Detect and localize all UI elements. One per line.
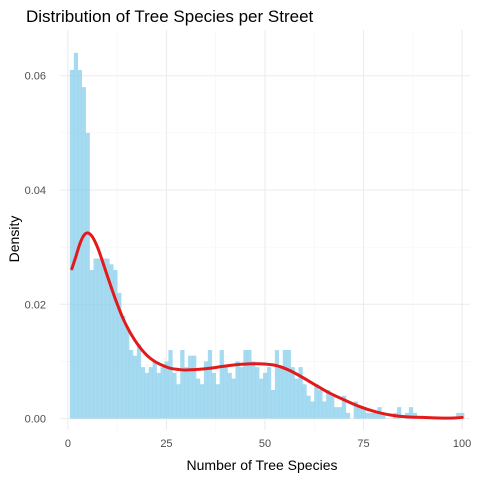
histogram-bar bbox=[267, 367, 271, 418]
histogram-bar bbox=[70, 70, 74, 419]
histogram-bar bbox=[184, 367, 188, 418]
histogram-bar bbox=[133, 356, 137, 419]
histogram-bar bbox=[310, 401, 314, 418]
histogram-bar bbox=[318, 390, 322, 419]
histogram-bar bbox=[228, 373, 232, 419]
y-tick-label: 0.04 bbox=[25, 185, 46, 197]
y-tick-label: 0.06 bbox=[25, 71, 46, 83]
histogram-bar bbox=[121, 316, 125, 419]
histogram-bar bbox=[216, 384, 220, 418]
histogram-bar bbox=[239, 367, 243, 418]
x-axis-title: Number of Tree Species bbox=[187, 457, 338, 473]
histogram-bar bbox=[358, 407, 362, 418]
histogram-bar bbox=[259, 379, 263, 419]
histogram-bar bbox=[153, 361, 157, 418]
histogram-bar bbox=[94, 259, 98, 419]
y-tick-label: 0.00 bbox=[25, 414, 46, 426]
histogram-bar bbox=[338, 407, 342, 418]
histogram-bar bbox=[164, 361, 168, 418]
x-tick-label: 50 bbox=[259, 438, 271, 450]
histogram-bar bbox=[172, 373, 176, 419]
histogram-bar bbox=[302, 384, 306, 418]
histogram-bar bbox=[176, 384, 180, 418]
x-tick-label: 75 bbox=[357, 438, 369, 450]
histogram-bar bbox=[247, 350, 251, 419]
chart-title: Distribution of Tree Species per Street bbox=[26, 7, 314, 26]
histogram-bar bbox=[220, 350, 224, 419]
histogram-bar bbox=[196, 379, 200, 419]
histogram-bar bbox=[180, 350, 184, 419]
histogram-bar bbox=[306, 396, 310, 419]
histogram-bar bbox=[192, 356, 196, 419]
histogram-bar bbox=[275, 350, 279, 419]
histogram-bar bbox=[200, 384, 204, 418]
histogram-bar bbox=[314, 384, 318, 418]
histogram-bar bbox=[334, 407, 338, 418]
histogram-bar bbox=[322, 401, 326, 418]
x-tick-label: 25 bbox=[160, 438, 172, 450]
histogram-bar bbox=[101, 259, 105, 419]
histogram-bar bbox=[283, 350, 287, 419]
histogram-bar bbox=[168, 350, 172, 419]
histogram-bar bbox=[366, 413, 370, 419]
histogram-bar bbox=[188, 356, 192, 419]
histogram-bar bbox=[137, 344, 141, 418]
histogram-bar bbox=[141, 367, 145, 418]
histogram-bar bbox=[346, 413, 350, 419]
y-tick-label: 0.02 bbox=[25, 299, 46, 311]
histogram-bar bbox=[161, 367, 165, 418]
histogram-bar bbox=[373, 413, 377, 419]
histogram-bar bbox=[224, 367, 228, 418]
histogram-bar bbox=[295, 379, 299, 419]
y-axis-ticks: 0.00 0.02 0.04 0.06 bbox=[25, 71, 46, 426]
histogram-bar bbox=[287, 350, 291, 419]
histogram-bar bbox=[235, 361, 239, 418]
histogram-bar bbox=[212, 373, 216, 419]
histogram-bar bbox=[157, 373, 161, 419]
x-axis-ticks: 0 25 50 75 100 bbox=[65, 438, 471, 450]
histogram-bar bbox=[279, 367, 283, 418]
histogram-bar bbox=[86, 133, 90, 419]
histogram-bar bbox=[330, 396, 334, 419]
histogram-bar bbox=[129, 350, 133, 419]
histogram-bar bbox=[90, 270, 94, 419]
histogram-bar bbox=[255, 367, 259, 418]
histogram-bar bbox=[369, 413, 373, 419]
histogram-bar bbox=[145, 373, 149, 419]
histogram-bar bbox=[243, 350, 247, 419]
histogram-bar bbox=[291, 367, 295, 418]
histogram-bar bbox=[149, 367, 153, 418]
histogram-bar bbox=[125, 327, 129, 418]
histogram-bar bbox=[251, 361, 255, 418]
histogram-bar bbox=[208, 350, 212, 419]
histogram-bar bbox=[231, 379, 235, 419]
histogram-bar bbox=[74, 53, 78, 419]
histogram-bar bbox=[271, 390, 275, 419]
histogram-bar bbox=[82, 87, 86, 418]
x-tick-label: 100 bbox=[453, 438, 471, 450]
histogram-bar bbox=[263, 373, 267, 419]
x-tick-label: 0 bbox=[65, 438, 71, 450]
y-axis-title: Density bbox=[6, 216, 22, 263]
histogram-bar bbox=[97, 259, 101, 419]
